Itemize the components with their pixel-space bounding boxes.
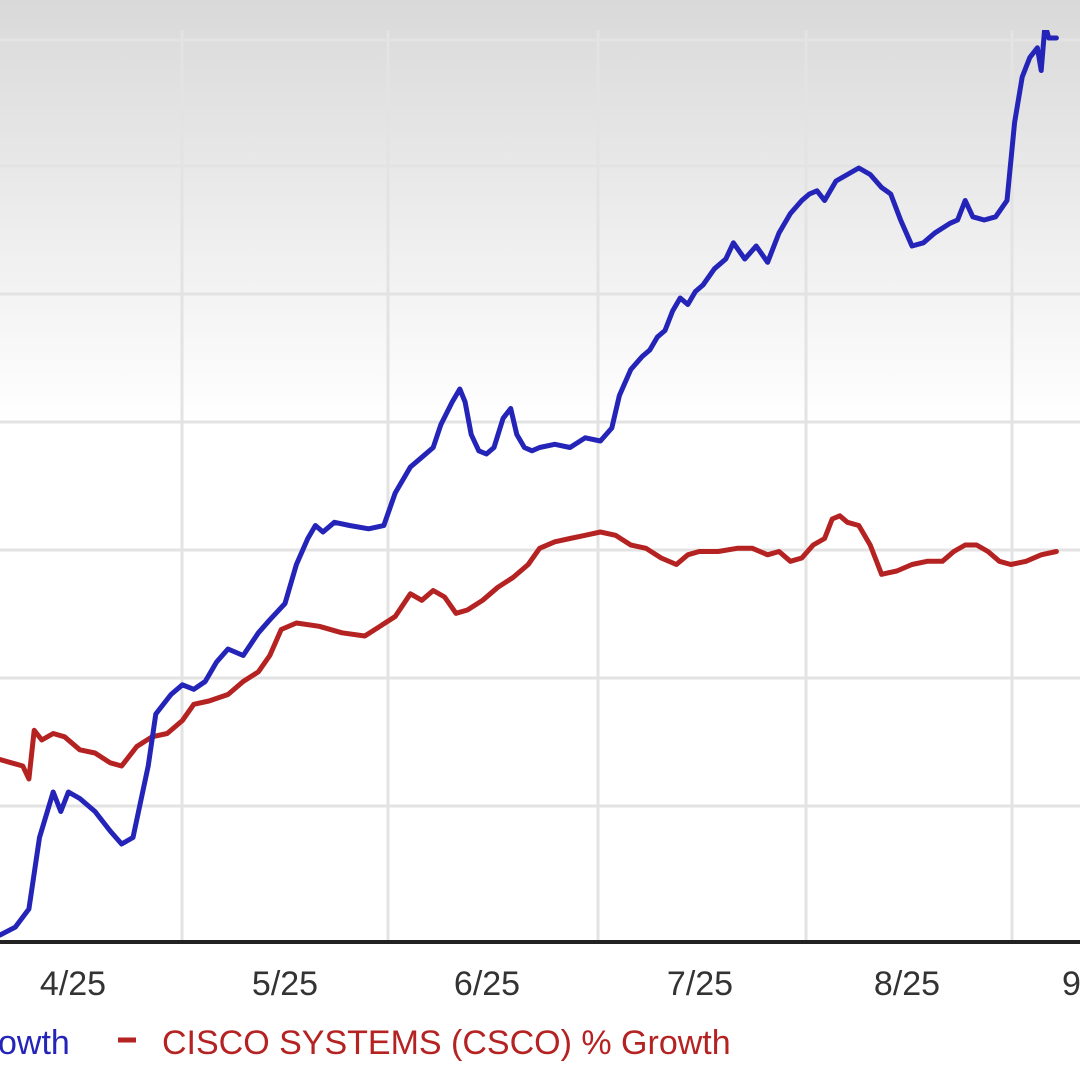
- x-tick-label: 5/25: [252, 965, 318, 1003]
- series-layer: [0, 30, 1059, 938]
- legend-label-primary: owth: [0, 1024, 70, 1062]
- x-tick-labels: 4/25 5/25 6/25 7/25 8/25 9: [40, 965, 1080, 1003]
- x-tick-label: 4/25: [40, 965, 106, 1003]
- x-tick-label: 6/25: [454, 965, 520, 1003]
- vertical-gridlines: [180, 30, 1014, 942]
- x-tick-label: 9: [1062, 965, 1080, 1003]
- legend: owth CISCO SYSTEMS (CSCO) % Growth: [0, 1024, 731, 1062]
- plot-background: [0, 0, 1080, 942]
- horizontal-gridlines: [0, 38, 1080, 808]
- series-line-primary: [0, 30, 1059, 938]
- x-tick-label: 7/25: [667, 965, 733, 1003]
- legend-label-csco: CISCO SYSTEMS (CSCO) % Growth: [162, 1024, 731, 1062]
- x-tick-label: 8/25: [874, 965, 940, 1003]
